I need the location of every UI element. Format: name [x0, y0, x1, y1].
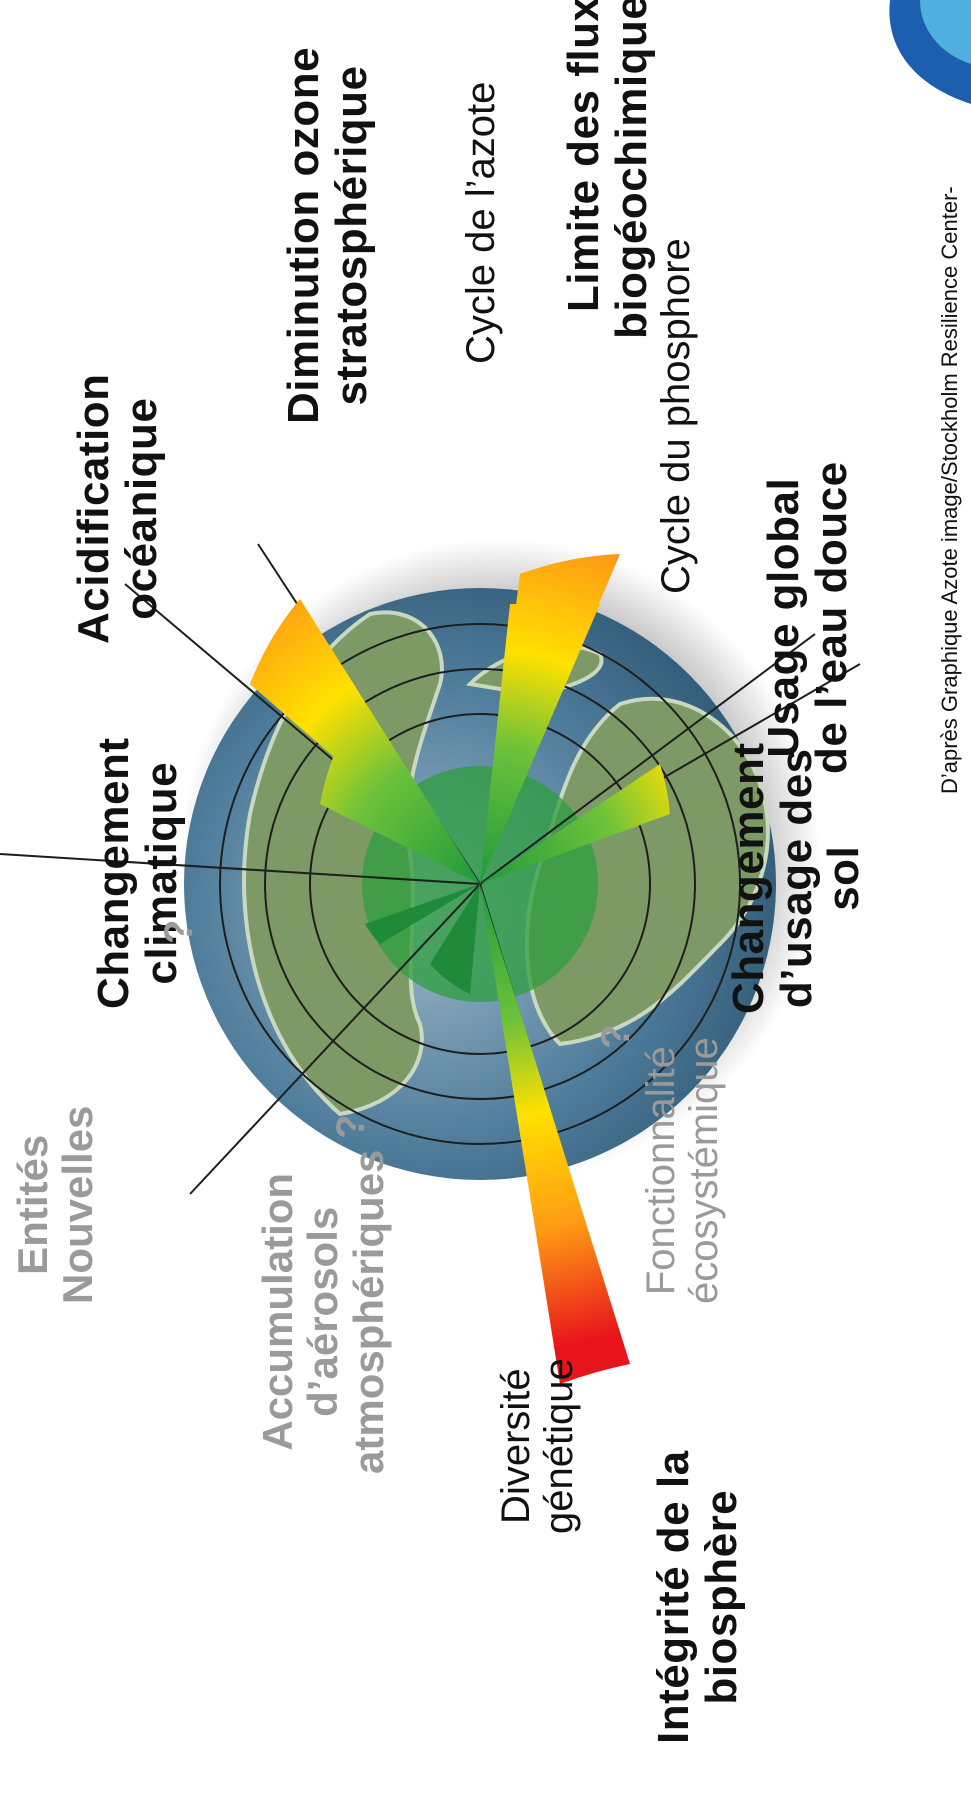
resilience-logo — [889, 0, 971, 104]
label-genetic: Diversité génétique — [494, 1358, 582, 1534]
image-credit: D’après Graphique Azote image/Stockholm … — [937, 186, 962, 794]
label-ocean: Acidification océanique — [69, 373, 166, 644]
label-phosphorus: Cycle du phosphore — [654, 238, 698, 594]
wedge-freshwater — [480, 764, 670, 884]
wedge-ozone — [365, 884, 480, 944]
wedge-ocean — [430, 884, 480, 994]
unknown-mark-functional: ? — [594, 1024, 638, 1049]
label-functional: Fonctionnalité écosystémique — [639, 1037, 727, 1304]
wedge-climate — [320, 752, 480, 884]
label-freshwater: Usage global de l’eau douce — [759, 461, 856, 774]
unknown-mark-aerosols: ? — [329, 1114, 373, 1139]
label-novel-entities: Entités Nouvelles — [9, 1105, 102, 1304]
label-aerosols: Accumulation d’aérosols atmosphériques — [254, 1149, 392, 1474]
label-ozone: Diminution ozone stratosphérique — [279, 46, 376, 424]
label-biogeochemical: Limite des flux biogéochimiques — [559, 0, 656, 339]
label-land-use: Changement d’usage des sol — [724, 742, 869, 1014]
wedge-phosphorus — [480, 604, 600, 884]
boundary-wedges — [250, 554, 670, 1384]
wedge-biosphere — [480, 884, 630, 1384]
label-climate: Changement climatique — [89, 737, 186, 1009]
label-biosphere: Intégrité de la biosphère — [649, 1450, 746, 1744]
unknown-mark-novel-entities: ? — [157, 919, 201, 944]
wedge-land-use — [250, 599, 480, 884]
label-nitrogen: Cycle de l’azote — [459, 81, 503, 364]
concentric-rings — [219, 623, 741, 1145]
